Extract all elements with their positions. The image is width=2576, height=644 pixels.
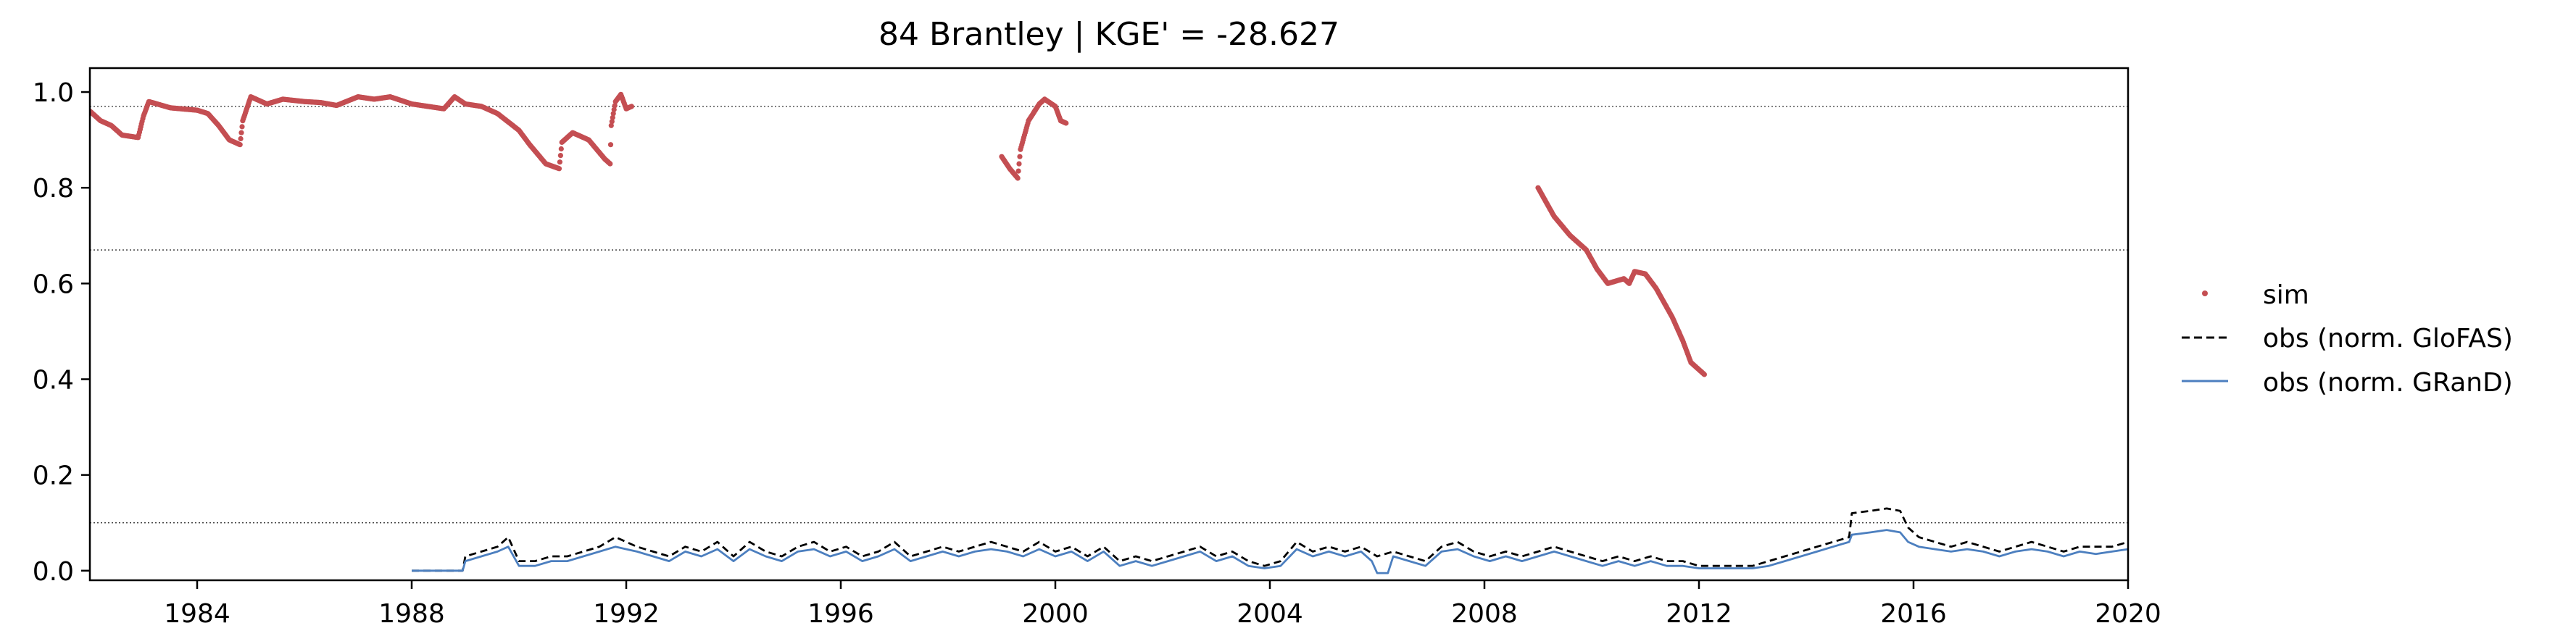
chart-title: 84 Brantley | KGE' = -28.627 [878, 16, 1339, 53]
x-tick-label: 2000 [1022, 599, 1089, 629]
legend: sim obs (norm. GloFAS) obs (norm. GRanD) [2182, 280, 2513, 398]
y-tick-label: 1.0 [33, 78, 74, 108]
x-tick-label: 1984 [164, 599, 230, 629]
y-tick-label: 0.8 [33, 174, 74, 204]
x-tick-label: 1996 [807, 599, 874, 629]
sim-point [1015, 168, 1021, 174]
sim-point [238, 130, 244, 135]
sim-point [557, 159, 563, 165]
legend-label-grand: obs (norm. GRanD) [2263, 368, 2513, 398]
y-tick-label: 0.6 [33, 269, 74, 299]
sim-point [1016, 161, 1022, 167]
sim-point [611, 106, 617, 112]
x-tick-label: 1988 [378, 599, 445, 629]
sim-point [1015, 175, 1021, 181]
sim-point [628, 104, 635, 109]
x-axis: 1984 1988 1992 1996 2000 2004 2008 2012 2016 2020 [164, 580, 2161, 629]
sim-point [1017, 154, 1023, 159]
series-0 [90, 91, 1707, 377]
x-tick-label: 2016 [1880, 599, 1947, 629]
sim-point [557, 153, 564, 159]
series-1 [412, 507, 2128, 572]
sim-point [607, 142, 614, 148]
reference-lines [90, 106, 2128, 524]
sim-point [612, 103, 618, 109]
x-tick-label: 2012 [1666, 599, 1732, 629]
sim-point [237, 142, 243, 148]
series-line-2 [412, 529, 2128, 574]
sim-point [607, 161, 613, 167]
x-tick-label: 2020 [2095, 599, 2161, 629]
x-tick-label: 1992 [593, 599, 660, 629]
sim-point [1701, 372, 1707, 377]
series-line-1 [412, 507, 2128, 572]
y-tick-label: 0.4 [33, 365, 74, 395]
sim-point [608, 122, 614, 128]
plot-frame [88, 67, 2130, 582]
sim-point [238, 135, 244, 142]
x-tick-label: 2004 [1237, 599, 1303, 629]
sim-point [1063, 120, 1069, 126]
sim-point [610, 114, 615, 120]
series-layer [90, 91, 2128, 574]
y-tick-label: 0.0 [33, 557, 74, 587]
legend-marker-sim [2202, 290, 2208, 296]
x-tick-label: 2008 [1451, 599, 1518, 629]
sim-point [610, 111, 616, 117]
legend-label-glofas: obs (norm. GloFAS) [2263, 324, 2513, 354]
y-tick-label: 0.2 [33, 461, 74, 491]
sim-point [609, 119, 615, 125]
sim-point [556, 166, 562, 172]
legend-label-sim: sim [2263, 280, 2309, 310]
sim-point [239, 124, 245, 130]
series-2 [412, 529, 2128, 574]
sim-point [558, 146, 564, 152]
y-axis: 0.0 0.2 0.4 0.6 0.8 1.0 [33, 78, 90, 587]
